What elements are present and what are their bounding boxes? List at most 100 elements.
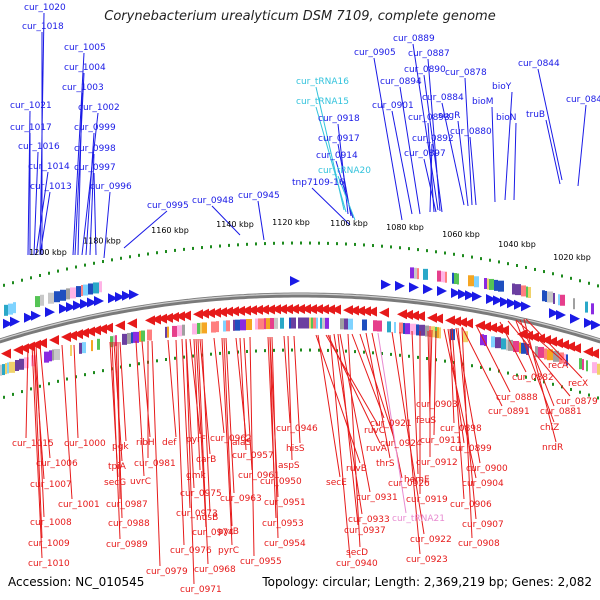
gene-label-bottom: chiZ: [540, 423, 559, 433]
inner-scale-dot: [435, 358, 437, 362]
minus-strand-gene-arrow: [205, 308, 215, 319]
top-label-leader: [77, 92, 83, 256]
minus-feature-block: [0, 364, 2, 376]
genome-backbone-highlight: [0, 293, 600, 341]
minus-feature-block: [353, 318, 357, 330]
inner-scale-dot: [408, 354, 410, 358]
outer-scale-dot: [165, 250, 167, 254]
plus-strand-gene-arrow: [584, 317, 594, 328]
gene-label-top: cur_0844: [518, 59, 560, 69]
bottom-label-leader: [325, 334, 379, 426]
plus-feature-block: [479, 277, 484, 289]
bottom-label-leader: [195, 338, 207, 528]
gene-label-bottom: cur_0907: [462, 520, 504, 530]
bottom-label-leader: [223, 337, 233, 527]
minus-strand-gene-arrow: [169, 312, 179, 323]
gene-label-bottom: cur_0922: [410, 535, 452, 545]
bottom-label-leader: [515, 320, 555, 423]
minus-strand-gene-arrow: [433, 313, 443, 324]
gene-label-top: cur_1004: [64, 63, 106, 73]
outer-scale-dot: [471, 255, 473, 259]
bottom-label-leader: [333, 333, 363, 515]
outer-scale-dot: [525, 265, 527, 269]
gene-label-bottom: cur_1007: [30, 480, 72, 490]
plus-feature-block: [81, 284, 83, 296]
bottom-label-leader: [461, 326, 503, 407]
bottom-label-leader: [271, 336, 279, 539]
minus-feature-block: [394, 322, 396, 334]
gene-label-bottom: cur_0926: [388, 479, 430, 489]
gene-label-bottom: cur_1008: [30, 518, 72, 528]
gene-label-top: cur_tRNA16: [296, 77, 349, 87]
gene-label-bottom: cur_0933: [348, 515, 390, 525]
minus-feature-block: [521, 342, 526, 354]
minus-feature-block: [444, 328, 450, 340]
minus-feature-block: [240, 319, 246, 331]
outer-scale-dot: [102, 260, 104, 264]
outer-scale-dot: [534, 267, 536, 271]
minus-feature-block: [266, 318, 270, 330]
bottom-label-leader: [287, 335, 293, 461]
outer-scale-dot: [291, 241, 293, 245]
minus-strand-gene-arrow: [199, 308, 209, 319]
gene-label-bottom: cur_0974: [192, 528, 234, 538]
top-label-leader: [391, 110, 413, 215]
inner-scale-dot: [579, 390, 581, 394]
minus-feature-block: [36, 353, 39, 365]
top-label-leader: [427, 58, 441, 212]
bottom-label-leader: [267, 336, 277, 519]
plus-feature-block: [484, 278, 487, 290]
map-title: Corynebacterium urealyticum DSM 7109, co…: [104, 9, 496, 24]
top-label-leader: [85, 132, 95, 256]
gene-label-bottom: cur_0950: [260, 477, 302, 487]
inner-scale-dot: [201, 353, 203, 357]
inner-scale-dot: [138, 362, 140, 366]
inner-scale-dot: [426, 357, 428, 361]
bottom-label-leader: [347, 333, 361, 548]
gene-label-bottom: cur_0921: [370, 419, 412, 429]
minus-feature-block: [574, 356, 577, 368]
outer-scale-dot: [201, 246, 203, 250]
gene-label-bottom: cur_0924: [380, 439, 422, 449]
gene-label-top: sugR: [438, 111, 460, 121]
minus-strand-gene-arrow: [463, 318, 473, 329]
minus-feature-block: [544, 348, 547, 360]
minus-feature-block: [270, 317, 274, 329]
bottom-label-leader: [411, 330, 419, 475]
minus-feature-block: [274, 317, 278, 329]
minus-feature-block: [165, 326, 167, 338]
minus-strand-gene-arrow: [85, 326, 95, 337]
minus-feature-block: [197, 322, 200, 334]
scale-label: 1040 kbp: [498, 240, 536, 249]
plus-feature-block: [447, 272, 452, 284]
minus-feature-block: [597, 363, 600, 375]
inner-scale-dot: [363, 350, 365, 354]
minus-feature-block: [49, 350, 52, 362]
top-label-leader: [464, 77, 473, 206]
minus-feature-block: [291, 317, 296, 329]
outer-scale-dot: [192, 246, 194, 250]
plus-feature-block: [93, 282, 99, 294]
gene-label-bottom: cur_0904: [462, 479, 504, 489]
inner-scale-dot: [48, 382, 50, 386]
minus-feature-block: [29, 355, 31, 367]
minus-feature-block: [19, 358, 24, 370]
minus-feature-block: [405, 323, 410, 335]
bottom-label-leader: [35, 344, 45, 518]
minus-feature-block: [162, 327, 165, 339]
gene-label-bottom: cur_0979: [146, 567, 188, 577]
plus-feature-block: [498, 280, 504, 292]
minus-strand-gene-arrow: [397, 309, 407, 320]
plus-feature-block: [99, 281, 102, 293]
minus-strand-gene-arrow: [457, 317, 467, 328]
minus-strand-gene-arrow: [481, 321, 491, 332]
bottom-label-leader: [213, 337, 225, 434]
outer-scale-dot: [300, 241, 302, 245]
minus-feature-block: [559, 352, 564, 364]
plus-feature-block: [526, 286, 528, 298]
minus-feature-block: [185, 324, 189, 336]
top-label-leader: [315, 106, 347, 213]
minus-feature-block: [501, 338, 506, 350]
gene-label-bottom: alaS: [232, 438, 252, 448]
gene-label-bottom: cur_0955: [240, 557, 282, 567]
